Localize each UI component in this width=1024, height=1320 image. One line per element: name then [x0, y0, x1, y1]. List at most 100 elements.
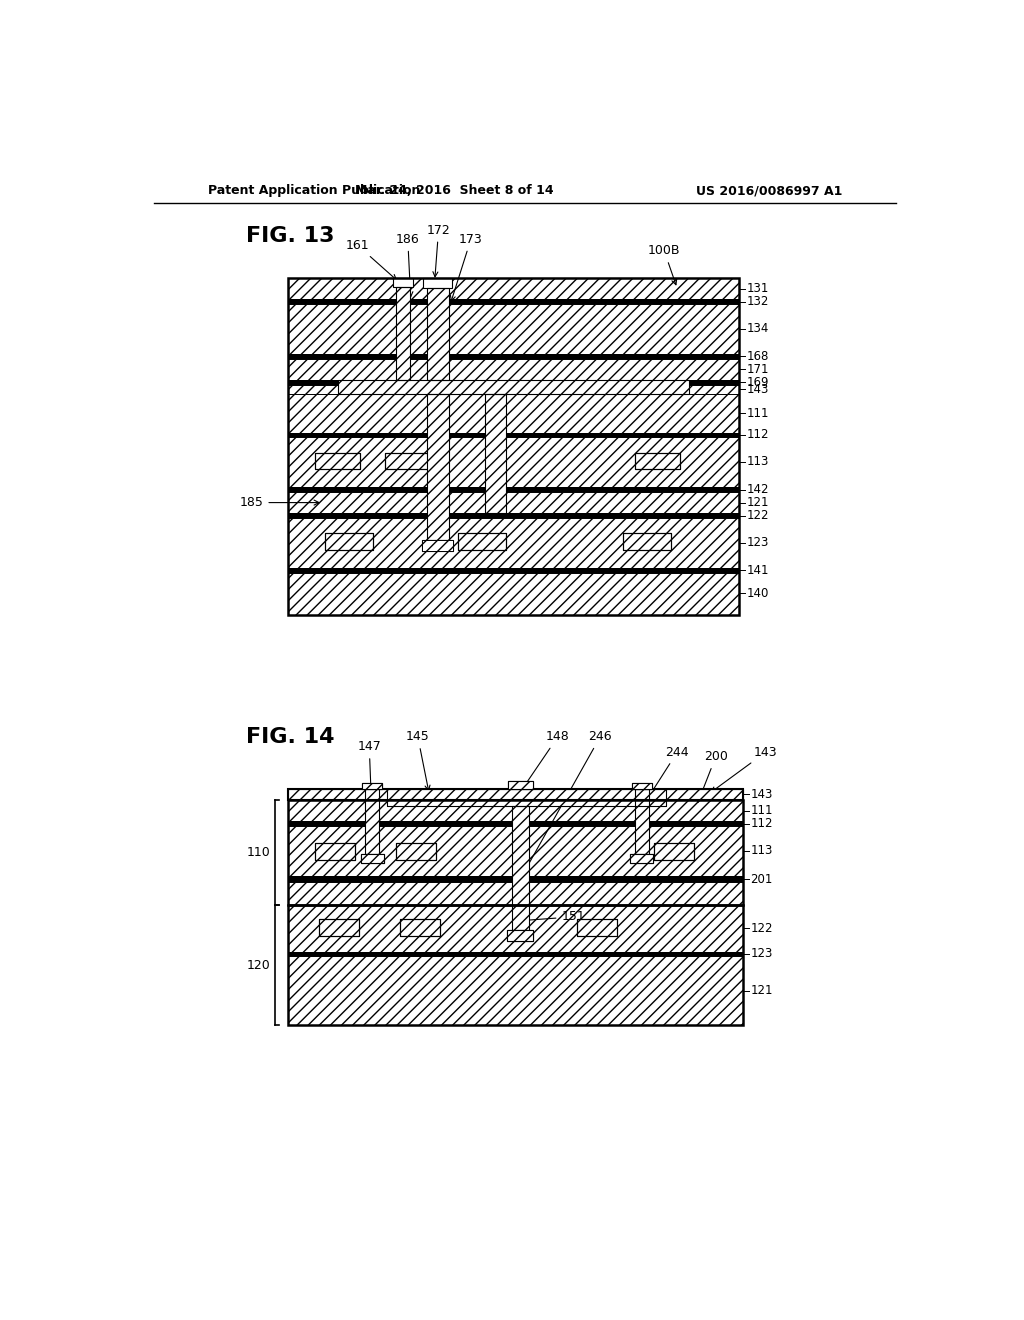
Text: 121: 121 [746, 496, 769, 510]
Bar [632, 783, 652, 789]
Bar [319, 919, 359, 936]
Text: FIG. 13: FIG. 13 [246, 226, 335, 246]
Bar [427, 288, 449, 380]
Text: 112: 112 [746, 428, 769, 441]
Bar [385, 453, 429, 470]
Bar [578, 919, 617, 936]
Bar [396, 286, 410, 380]
Text: Patent Application Publication: Patent Application Publication [208, 185, 420, 197]
Bar [326, 533, 373, 550]
Bar [315, 843, 355, 859]
Bar [289, 359, 739, 380]
Text: 121: 121 [751, 985, 773, 998]
Text: 122: 122 [751, 921, 773, 935]
Bar [289, 380, 739, 385]
Bar [635, 453, 680, 470]
Bar [507, 929, 534, 941]
Bar [319, 919, 359, 936]
Bar [289, 876, 742, 882]
Bar [289, 906, 742, 1026]
Bar [289, 513, 739, 517]
Bar [360, 854, 384, 863]
Bar [289, 568, 739, 573]
Text: 113: 113 [746, 455, 769, 469]
Bar [387, 789, 666, 807]
Bar [631, 854, 653, 863]
Bar [289, 573, 739, 615]
Bar [289, 800, 742, 906]
Bar [423, 277, 453, 288]
Bar [635, 453, 680, 470]
Bar [484, 395, 506, 513]
Bar [289, 800, 742, 821]
Bar [458, 533, 506, 550]
Bar [289, 487, 739, 492]
Bar [289, 437, 739, 487]
Bar [289, 789, 742, 800]
Text: 142: 142 [746, 483, 769, 496]
Text: 143: 143 [746, 383, 769, 396]
Bar [422, 540, 454, 552]
Text: 111: 111 [746, 407, 769, 420]
Text: 143: 143 [751, 788, 773, 801]
Bar [289, 882, 742, 906]
Bar [512, 807, 528, 929]
Text: 172: 172 [427, 223, 451, 277]
Bar [339, 380, 689, 395]
Bar [508, 781, 532, 789]
Bar [508, 781, 532, 789]
Bar [289, 956, 742, 1026]
Bar [289, 821, 742, 826]
Bar [289, 300, 739, 304]
Text: 147: 147 [357, 741, 381, 822]
Bar [624, 533, 671, 550]
Bar [289, 277, 739, 300]
Text: 168: 168 [746, 350, 769, 363]
Bar [427, 395, 449, 540]
Bar [315, 453, 360, 470]
Text: FIG. 14: FIG. 14 [246, 726, 335, 747]
Text: 201: 201 [751, 873, 773, 886]
Bar [635, 789, 649, 854]
Bar [315, 843, 355, 859]
Bar [578, 919, 617, 936]
Text: 122: 122 [746, 510, 769, 523]
Text: 134: 134 [746, 322, 769, 335]
Bar [289, 304, 739, 354]
Bar [427, 288, 449, 380]
Bar [289, 492, 739, 513]
Bar [366, 789, 379, 854]
Bar [631, 854, 653, 863]
Text: 100B: 100B [648, 244, 680, 285]
Bar [289, 385, 739, 395]
Text: 131: 131 [746, 282, 769, 296]
Text: 120: 120 [247, 958, 270, 972]
Bar [400, 919, 440, 936]
Bar [458, 533, 506, 550]
Bar [366, 789, 379, 854]
Bar [512, 807, 528, 929]
Bar [362, 783, 382, 789]
Text: US 2016/0086997 A1: US 2016/0086997 A1 [695, 185, 842, 197]
Bar [362, 783, 382, 789]
Text: 113: 113 [751, 843, 773, 857]
Bar [624, 533, 671, 550]
Bar [484, 395, 506, 513]
Text: 161: 161 [346, 239, 396, 280]
Text: 200: 200 [697, 750, 728, 803]
Text: 111: 111 [751, 804, 773, 817]
Bar [360, 854, 384, 863]
Text: 186: 186 [396, 232, 420, 297]
Text: 112: 112 [751, 817, 773, 830]
Bar [289, 433, 739, 437]
Bar [339, 380, 689, 395]
Text: 132: 132 [746, 296, 769, 308]
Bar [289, 906, 742, 952]
Text: Mar. 24, 2016  Sheet 8 of 14: Mar. 24, 2016 Sheet 8 of 14 [354, 185, 553, 197]
Text: 110: 110 [247, 846, 270, 859]
Bar [289, 789, 742, 800]
Bar [632, 783, 652, 789]
Text: 123: 123 [746, 536, 769, 549]
Bar [387, 789, 666, 807]
Bar [315, 453, 360, 470]
